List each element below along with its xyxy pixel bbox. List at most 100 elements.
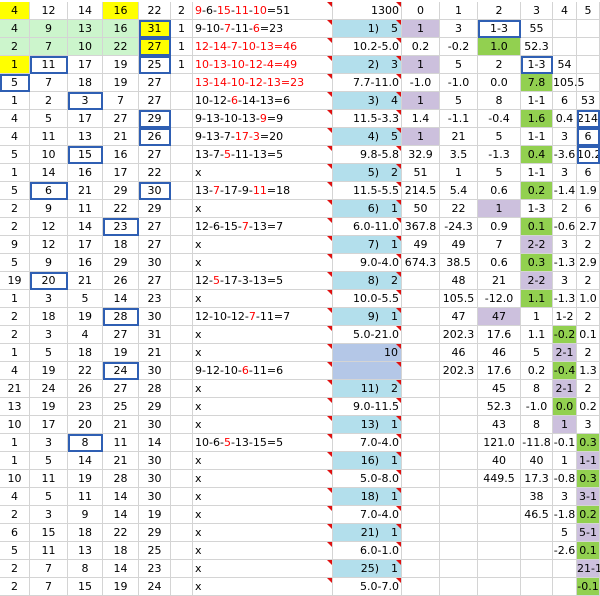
cell-b-r12[interactable]: 9 bbox=[30, 200, 68, 218]
cell-a-r33[interactable]: 2 bbox=[0, 578, 30, 596]
cell-i-r13[interactable]: 367.8 bbox=[402, 218, 440, 236]
cell-n-r1[interactable]: 5 bbox=[577, 2, 600, 20]
cell-k-r14[interactable]: 7 bbox=[478, 236, 521, 254]
cell-c-r3[interactable]: 10 bbox=[68, 38, 103, 56]
cell-g-r8[interactable]: 9-13-7-17-3=20 bbox=[193, 128, 333, 146]
cell-h-r19[interactable]: 5.0-21.0 bbox=[333, 326, 402, 344]
cell-e-r28[interactable]: 30 bbox=[139, 488, 171, 506]
cell-n-r5[interactable] bbox=[577, 74, 600, 92]
cell-m-r9[interactable]: -3.6 bbox=[553, 146, 577, 164]
cell-e-r11[interactable]: 30 bbox=[139, 182, 171, 200]
cell-l-r10[interactable]: 1-1 bbox=[521, 164, 553, 182]
cell-j-r15[interactable]: 38.5 bbox=[440, 254, 478, 272]
cell-g-r24[interactable]: x bbox=[193, 416, 333, 434]
cell-i-r8[interactable]: 1 bbox=[402, 128, 440, 146]
cell-g-r11[interactable]: 13-7-17-9-11=18 bbox=[193, 182, 333, 200]
cell-m-r23[interactable]: 0.0 bbox=[553, 398, 577, 416]
cell-h-r9[interactable]: 9.8-5.8 bbox=[333, 146, 402, 164]
cell-d-r7[interactable]: 27 bbox=[103, 110, 139, 128]
cell-g-r30[interactable]: x bbox=[193, 524, 333, 542]
cell-h-r8[interactable]: 4) 5 bbox=[333, 128, 402, 146]
cell-l-r8[interactable]: 1-1 bbox=[521, 128, 553, 146]
cell-a-r29[interactable]: 2 bbox=[0, 506, 30, 524]
cell-n-r26[interactable]: 1-1 bbox=[577, 452, 600, 470]
cell-k-r9[interactable]: -1.3 bbox=[478, 146, 521, 164]
cell-n-r27[interactable]: 0.3 bbox=[577, 470, 600, 488]
cell-i-r6[interactable]: 1 bbox=[402, 92, 440, 110]
cell-k-r20[interactable]: 46 bbox=[478, 344, 521, 362]
cell-a-r31[interactable]: 5 bbox=[0, 542, 30, 560]
cell-b-r3[interactable]: 7 bbox=[30, 38, 68, 56]
cell-g-r12[interactable]: x bbox=[193, 200, 333, 218]
cell-f-r5[interactable] bbox=[171, 74, 193, 92]
cell-k-r21[interactable]: 17.6 bbox=[478, 362, 521, 380]
cell-g-r14[interactable]: x bbox=[193, 236, 333, 254]
cell-e-r6[interactable]: 27 bbox=[139, 92, 171, 110]
cell-m-r19[interactable]: -0.2 bbox=[553, 326, 577, 344]
cell-n-r17[interactable]: 1.0 bbox=[577, 290, 600, 308]
cell-j-r14[interactable]: 49 bbox=[440, 236, 478, 254]
cell-n-r8[interactable]: 6 bbox=[577, 128, 600, 146]
cell-d-r22[interactable]: 27 bbox=[103, 380, 139, 398]
cell-h-r27[interactable]: 5.0-8.0 bbox=[333, 470, 402, 488]
cell-f-r30[interactable] bbox=[171, 524, 193, 542]
cell-e-r24[interactable]: 30 bbox=[139, 416, 171, 434]
cell-h-r14[interactable]: 7) 1 bbox=[333, 236, 402, 254]
cell-b-r24[interactable]: 17 bbox=[30, 416, 68, 434]
cell-b-r32[interactable]: 7 bbox=[30, 560, 68, 578]
cell-e-r20[interactable]: 21 bbox=[139, 344, 171, 362]
cell-f-r9[interactable] bbox=[171, 146, 193, 164]
cell-j-r12[interactable]: 22 bbox=[440, 200, 478, 218]
cell-g-r29[interactable]: x bbox=[193, 506, 333, 524]
cell-c-r31[interactable]: 13 bbox=[68, 542, 103, 560]
cell-c-r33[interactable]: 15 bbox=[68, 578, 103, 596]
cell-f-r23[interactable] bbox=[171, 398, 193, 416]
cell-a-r12[interactable]: 2 bbox=[0, 200, 30, 218]
cell-b-r29[interactable]: 3 bbox=[30, 506, 68, 524]
cell-l-r4[interactable]: 1-3 bbox=[521, 56, 553, 74]
cell-f-r28[interactable] bbox=[171, 488, 193, 506]
cell-n-r2[interactable] bbox=[577, 20, 600, 38]
cell-k-r3[interactable]: 1.0 bbox=[478, 38, 521, 56]
cell-l-r7[interactable]: 1.6 bbox=[521, 110, 553, 128]
cell-d-r12[interactable]: 22 bbox=[103, 200, 139, 218]
cell-m-r14[interactable]: 3 bbox=[553, 236, 577, 254]
cell-i-r15[interactable]: 674.3 bbox=[402, 254, 440, 272]
cell-h-r5[interactable]: 7.7-11.0 bbox=[333, 74, 402, 92]
cell-m-r28[interactable]: 3 bbox=[553, 488, 577, 506]
cell-h-r3[interactable]: 10.2-5.0 bbox=[333, 38, 402, 56]
cell-f-r29[interactable] bbox=[171, 506, 193, 524]
cell-j-r3[interactable]: -0.2 bbox=[440, 38, 478, 56]
cell-l-r14[interactable]: 2-2 bbox=[521, 236, 553, 254]
cell-g-r18[interactable]: 12-10-12-7-11=7 bbox=[193, 308, 333, 326]
cell-m-r12[interactable]: 2 bbox=[553, 200, 577, 218]
cell-b-r7[interactable]: 5 bbox=[30, 110, 68, 128]
cell-e-r7[interactable]: 29 bbox=[139, 110, 171, 128]
cell-n-r19[interactable]: 0.1 bbox=[577, 326, 600, 344]
cell-b-r4[interactable]: 11 bbox=[30, 56, 68, 74]
cell-h-r26[interactable]: 16) 1 bbox=[333, 452, 402, 470]
cell-b-r19[interactable]: 3 bbox=[30, 326, 68, 344]
cell-k-r2[interactable]: 1-3 bbox=[478, 20, 521, 38]
cell-f-r31[interactable] bbox=[171, 542, 193, 560]
cell-e-r5[interactable]: 27 bbox=[139, 74, 171, 92]
cell-k-r1[interactable]: 2 bbox=[478, 2, 521, 20]
cell-i-r11[interactable]: 214.5 bbox=[402, 182, 440, 200]
cell-e-r19[interactable]: 31 bbox=[139, 326, 171, 344]
cell-c-r27[interactable]: 19 bbox=[68, 470, 103, 488]
cell-l-r5[interactable]: 7.8 bbox=[521, 74, 553, 92]
cell-d-r11[interactable]: 29 bbox=[103, 182, 139, 200]
cell-k-r27[interactable]: 449.5 bbox=[478, 470, 521, 488]
cell-n-r3[interactable] bbox=[577, 38, 600, 56]
cell-c-r12[interactable]: 11 bbox=[68, 200, 103, 218]
cell-k-r15[interactable]: 0.6 bbox=[478, 254, 521, 272]
cell-h-r16[interactable]: 8) 2 bbox=[333, 272, 402, 290]
cell-i-r9[interactable]: 32.9 bbox=[402, 146, 440, 164]
cell-g-r10[interactable]: x bbox=[193, 164, 333, 182]
cell-j-r31[interactable] bbox=[440, 542, 478, 560]
cell-b-r21[interactable]: 19 bbox=[30, 362, 68, 380]
cell-b-r14[interactable]: 12 bbox=[30, 236, 68, 254]
cell-j-r17[interactable]: 105.5 bbox=[440, 290, 478, 308]
cell-g-r28[interactable]: x bbox=[193, 488, 333, 506]
cell-f-r7[interactable] bbox=[171, 110, 193, 128]
